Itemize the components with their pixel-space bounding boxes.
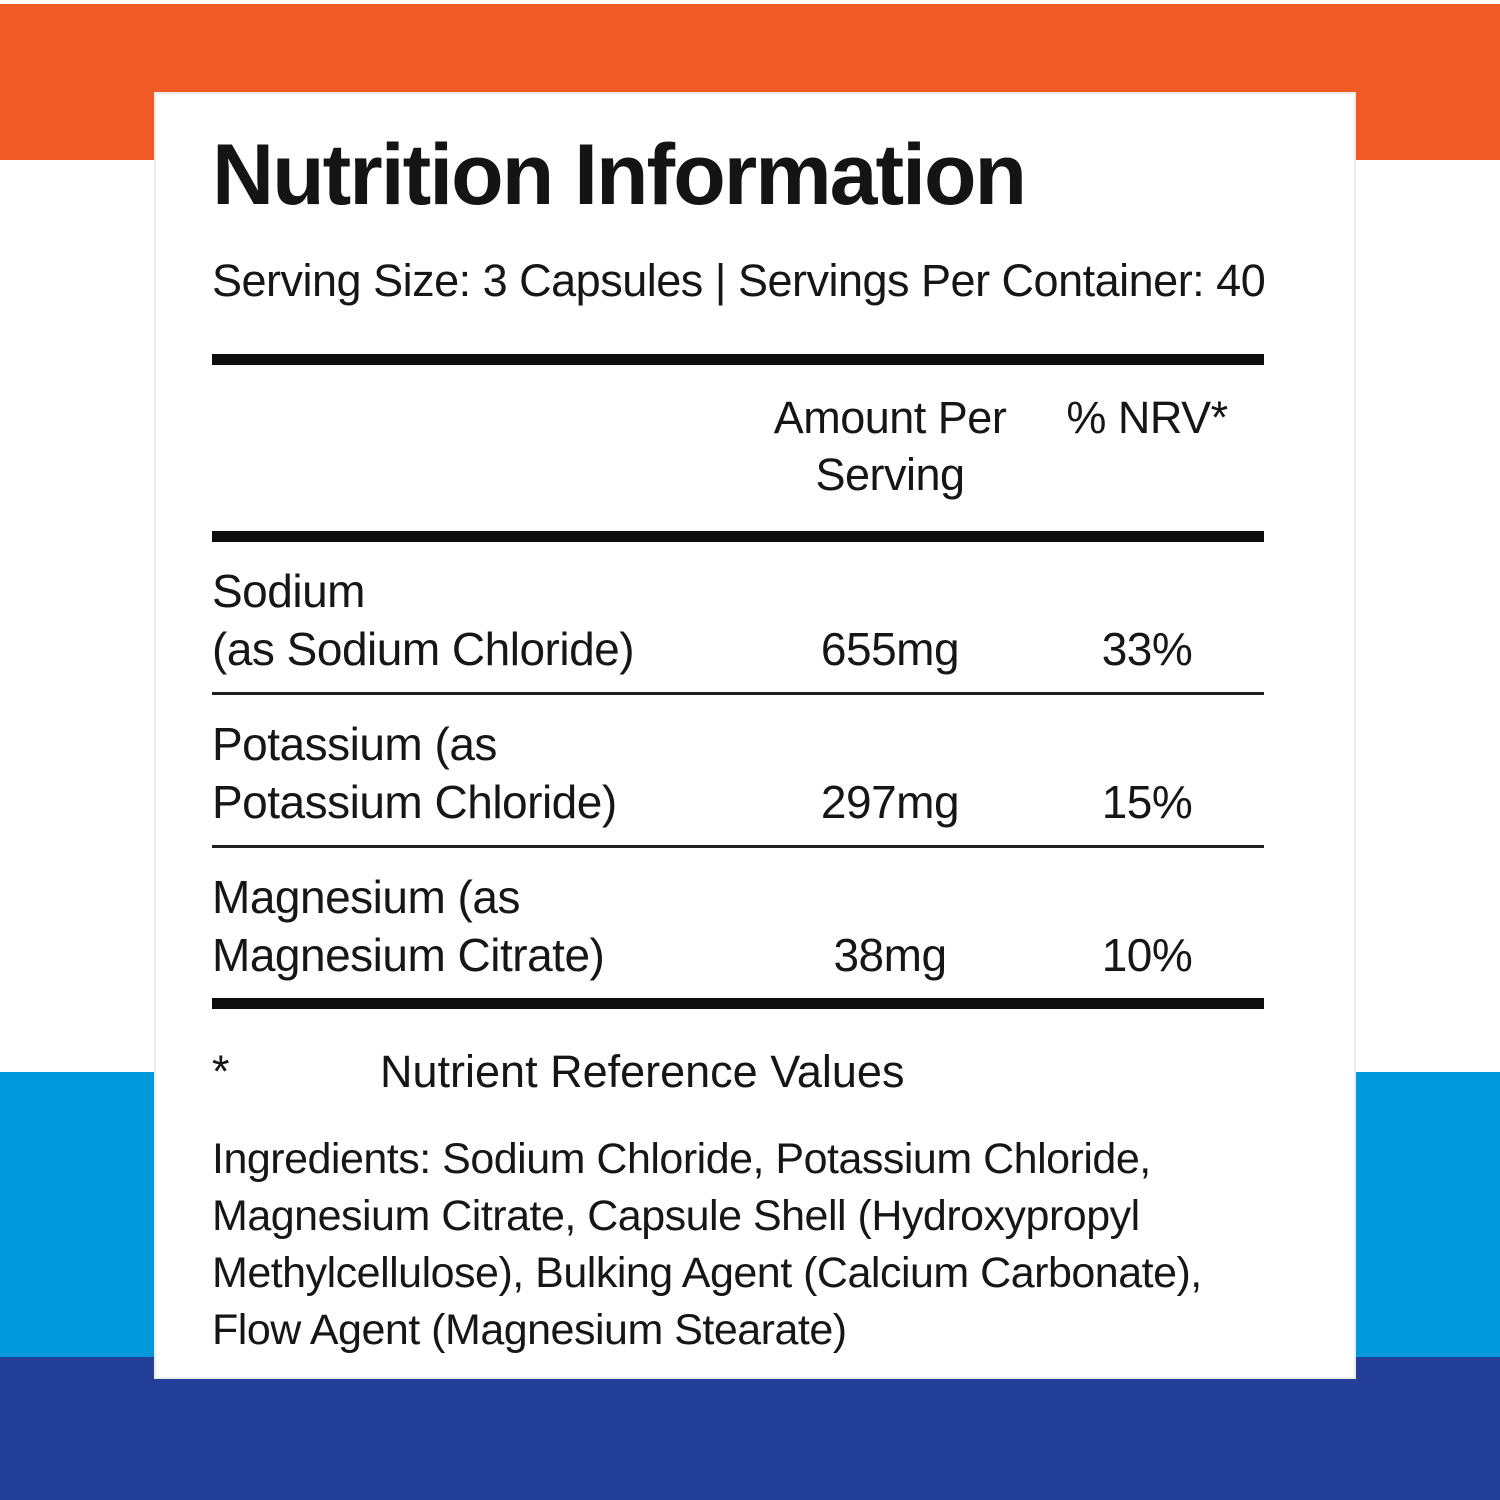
table-divider: [212, 692, 1264, 695]
nutrient-name: Potassium (as Potassium Chloride): [212, 715, 750, 831]
ingredient-line: Methylcellulose), Bulking Agent (Calcium…: [212, 1249, 1202, 1297]
footnote: * Nutrient Reference Values: [212, 1043, 1298, 1101]
table-header-row: Amount Per Serving % NRV*: [212, 365, 1264, 531]
amount-value: 655mg: [820, 623, 960, 675]
table-row-potassium: Potassium (as Potassium Chloride) 297mg …: [212, 695, 1264, 845]
amount-value: 38mg: [833, 929, 947, 981]
dark-blue-band: [0, 1357, 1500, 1500]
nutrient-name-line2: Magnesium Citrate): [212, 929, 605, 981]
table-rule-bottom: [212, 998, 1264, 1009]
ingredient-line: Flow Agent (Magnesium Stearate): [212, 1306, 847, 1354]
amount-header-line1: Amount Per: [773, 392, 1007, 443]
table-divider: [212, 845, 1264, 848]
footnote-asterisk: *: [212, 1046, 230, 1097]
ingredients-paragraph: Ingredients: Sodium Chloride, Potassium …: [212, 1131, 1298, 1359]
nutrient-column-header: [212, 389, 750, 503]
nrv-header: % NRV*: [1066, 392, 1228, 443]
nutrient-name: Magnesium (as Magnesium Citrate): [212, 868, 750, 984]
amount-per-serving-header: Amount Per Serving: [750, 389, 1030, 503]
nutrition-table: Amount Per Serving % NRV* Sodium (as Sod…: [212, 354, 1264, 1009]
page-title: Nutrition Information: [212, 127, 1027, 223]
nrv-value: 15%: [1101, 776, 1193, 828]
nutrient-name-line1: Magnesium (as: [212, 871, 520, 923]
ingredient-line: Magnesium Citrate, Capsule Shell (Hydrox…: [212, 1192, 1140, 1240]
nutrient-name-line2: Potassium Chloride): [212, 776, 617, 828]
table-row-magnesium: Magnesium (as Magnesium Citrate) 38mg 10…: [212, 848, 1264, 998]
nrv-value: 10%: [1101, 929, 1193, 981]
table-rule-header-bottom: [212, 531, 1264, 542]
nutrition-label-card: Nutrition Information Serving Size: 3 Ca…: [154, 92, 1356, 1379]
nrv-value: 33%: [1101, 623, 1193, 675]
table-row-sodium: Sodium (as Sodium Chloride) 655mg 33%: [212, 542, 1264, 692]
amount-value: 297mg: [820, 776, 960, 828]
table-rule-top: [212, 354, 1264, 365]
nutrient-name-line1: Sodium: [212, 565, 365, 617]
amount-header-line2: Serving: [815, 449, 965, 500]
ingredient-line: Ingredients: Sodium Chloride, Potassium …: [212, 1135, 1151, 1183]
nutrient-name-line1: Potassium (as: [212, 718, 497, 770]
nutrient-name: Sodium (as Sodium Chloride): [212, 562, 750, 678]
nutrient-name-line2: (as Sodium Chloride): [212, 623, 635, 675]
serving-size-line: Serving Size: 3 Capsules | Servings Per …: [212, 255, 1266, 306]
footnote-text: Nutrient Reference Values: [380, 1046, 905, 1097]
